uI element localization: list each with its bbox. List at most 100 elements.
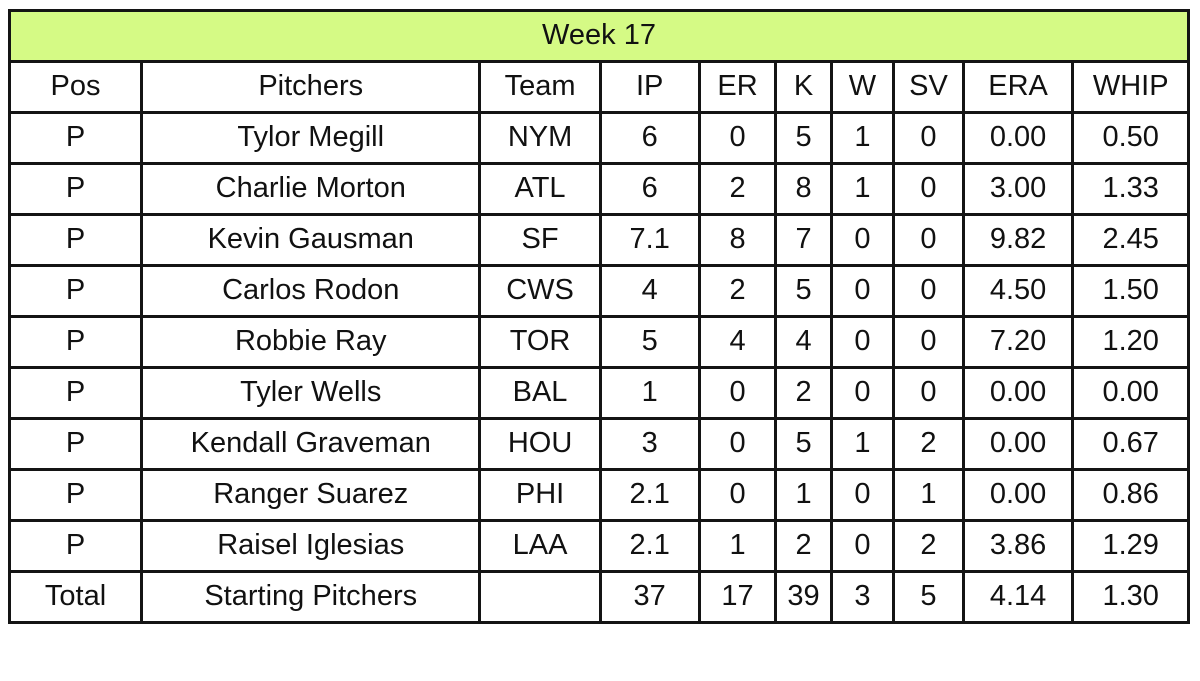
- cell-w: 1: [829, 111, 896, 165]
- cell-k: 2: [774, 366, 833, 420]
- cell-whip: 0.00: [1071, 366, 1190, 420]
- cell-ip: 5: [598, 315, 701, 369]
- cell-er: 4: [697, 315, 778, 369]
- cell-er: 0: [697, 468, 778, 522]
- cell-k: 5: [774, 417, 833, 471]
- cell-total-label: Total: [7, 570, 144, 624]
- cell-pos: P: [7, 366, 144, 420]
- cell-w: 1: [829, 417, 896, 471]
- cell-k: 4: [774, 315, 833, 369]
- pitcher-row: P Ranger Suarez PHI 2.1 0 1 0 1 0.00 0.8…: [7, 468, 1190, 522]
- cell-k: 7: [774, 213, 833, 267]
- cell-pos: P: [7, 417, 144, 471]
- cell-er: 2: [697, 162, 778, 216]
- cell-ip: 2.1: [598, 519, 701, 573]
- title-row: Week 17: [8, 9, 1190, 63]
- cell-era: 7.20: [961, 315, 1075, 369]
- col-header-whip: WHIP: [1071, 60, 1190, 114]
- cell-era: 0.00: [961, 417, 1075, 471]
- cell-w: 0: [829, 213, 896, 267]
- cell-k: 5: [774, 264, 833, 318]
- cell-er: 2: [697, 264, 778, 318]
- cell-sv: 0: [892, 366, 965, 420]
- cell-whip: 0.67: [1071, 417, 1190, 471]
- pitcher-row: P Kendall Graveman HOU 3 0 5 1 2 0.00 0.…: [7, 417, 1190, 471]
- cell-total-whip: 1.30: [1071, 570, 1190, 624]
- cell-total-k: 39: [774, 570, 833, 624]
- cell-pos: P: [7, 162, 144, 216]
- cell-team: NYM: [478, 111, 602, 165]
- cell-era: 0.00: [961, 468, 1075, 522]
- cell-team: BAL: [478, 366, 602, 420]
- cell-team: HOU: [478, 417, 602, 471]
- cell-pos: P: [7, 315, 144, 369]
- cell-sv: 0: [892, 315, 965, 369]
- cell-team: CWS: [478, 264, 602, 318]
- cell-era: 0.00: [961, 366, 1075, 420]
- cell-era: 0.00: [961, 111, 1075, 165]
- cell-ip: 2.1: [598, 468, 701, 522]
- cell-team: SF: [478, 213, 602, 267]
- header-row: Pos Pitchers Team IP ER K W SV ERA WHIP: [7, 60, 1190, 114]
- col-header-pos: Pos: [7, 60, 144, 114]
- cell-ip: 3: [598, 417, 701, 471]
- pitcher-row: P Charlie Morton ATL 6 2 8 1 0 3.00 1.33: [7, 162, 1190, 216]
- cell-k: 8: [774, 162, 833, 216]
- pitcher-stats-table: Week 17 Pos Pitchers Team IP ER K W SV E…: [7, 9, 1190, 624]
- col-header-sv: SV: [892, 60, 965, 114]
- total-row: Total Starting Pitchers 37 17 39 3 5 4.1…: [7, 570, 1190, 624]
- cell-sv: 2: [892, 519, 965, 573]
- cell-whip: 1.20: [1071, 315, 1190, 369]
- col-header-pitchers: Pitchers: [140, 60, 482, 114]
- cell-w: 0: [829, 468, 896, 522]
- col-header-w: W: [829, 60, 896, 114]
- cell-er: 8: [697, 213, 778, 267]
- cell-ip: 7.1: [598, 213, 701, 267]
- cell-pos: P: [7, 111, 144, 165]
- cell-pitcher: Ranger Suarez: [140, 468, 482, 522]
- cell-pitcher: Raisel Iglesias: [140, 519, 482, 573]
- cell-pos: P: [7, 519, 144, 573]
- cell-whip: 1.29: [1071, 519, 1190, 573]
- cell-pitcher: Kevin Gausman: [140, 213, 482, 267]
- cell-era: 9.82: [961, 213, 1075, 267]
- cell-pos: P: [7, 264, 144, 318]
- cell-pos: P: [7, 468, 144, 522]
- cell-k: 5: [774, 111, 833, 165]
- cell-er: 0: [697, 366, 778, 420]
- cell-pitcher: Kendall Graveman: [140, 417, 482, 471]
- pitcher-row: P Tyler Wells BAL 1 0 2 0 0 0.00 0.00: [7, 366, 1190, 420]
- col-header-k: K: [774, 60, 833, 114]
- cell-era: 4.50: [961, 264, 1075, 318]
- cell-pitcher: Tyler Wells: [140, 366, 482, 420]
- pitcher-row: P Carlos Rodon CWS 4 2 5 0 0 4.50 1.50: [7, 264, 1190, 318]
- col-header-era: ERA: [961, 60, 1075, 114]
- cell-pitcher: Tylor Megill: [140, 111, 482, 165]
- cell-sv: 0: [892, 264, 965, 318]
- cell-total-pitcher: Starting Pitchers: [140, 570, 482, 624]
- cell-ip: 4: [598, 264, 701, 318]
- cell-er: 0: [697, 417, 778, 471]
- pitcher-row: P Robbie Ray TOR 5 4 4 0 0 7.20 1.20: [7, 315, 1190, 369]
- cell-total-ip: 37: [598, 570, 701, 624]
- cell-team: TOR: [478, 315, 602, 369]
- cell-w: 0: [829, 264, 896, 318]
- cell-ip: 6: [598, 111, 701, 165]
- col-header-team: Team: [478, 60, 602, 114]
- cell-ip: 6: [598, 162, 701, 216]
- cell-era: 3.86: [961, 519, 1075, 573]
- cell-w: 1: [829, 162, 896, 216]
- cell-total-er: 17: [697, 570, 778, 624]
- cell-total-team: [478, 570, 602, 624]
- col-header-ip: IP: [598, 60, 701, 114]
- cell-team: PHI: [478, 468, 602, 522]
- cell-whip: 0.86: [1071, 468, 1190, 522]
- cell-k: 2: [774, 519, 833, 573]
- cell-team: ATL: [478, 162, 602, 216]
- cell-sv: 2: [892, 417, 965, 471]
- cell-w: 0: [829, 519, 896, 573]
- cell-sv: 0: [892, 213, 965, 267]
- cell-sv: 0: [892, 162, 965, 216]
- cell-team: LAA: [478, 519, 602, 573]
- cell-k: 1: [774, 468, 833, 522]
